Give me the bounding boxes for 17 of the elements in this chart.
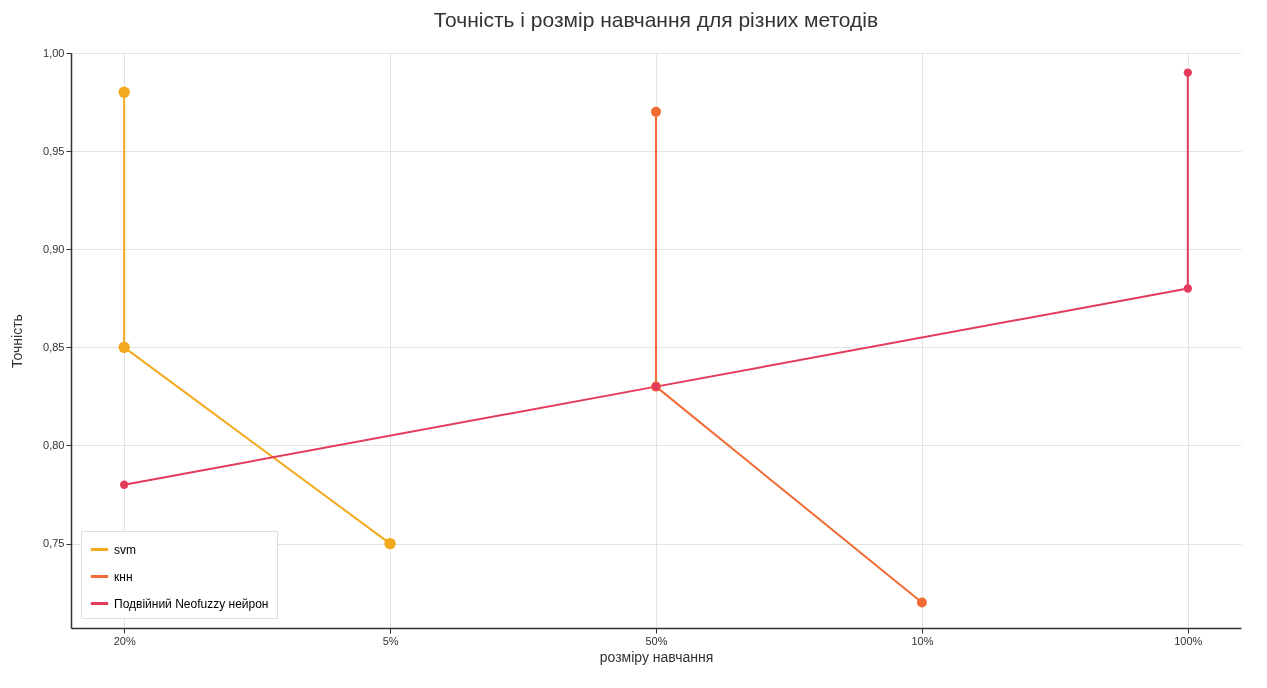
- legend-label: svm: [114, 542, 136, 557]
- x-tick-label: 10%: [911, 634, 934, 647]
- x-tick-label: 50%: [645, 634, 668, 647]
- x-axis-title: розміру навчання: [599, 648, 714, 665]
- y-tick-label: 0,80: [43, 438, 65, 451]
- y-tick-label: 0,90: [43, 242, 65, 255]
- y-axis-title: Точність: [9, 314, 26, 368]
- chart-title: Точність і розмір навчання для різних методів: [433, 8, 879, 31]
- y-tick-label: 0,75: [43, 537, 65, 550]
- y-tick-label: 1,00: [43, 46, 65, 59]
- legend-label: кнн: [114, 569, 133, 584]
- y-tick-label: 0,85: [43, 340, 65, 353]
- y-tick-label: 0,95: [43, 144, 65, 157]
- x-tick-label: 20%: [113, 634, 136, 647]
- x-tick-label: 100%: [1174, 634, 1203, 647]
- legend-label: Подвійний Neofuzzy нейрон: [114, 596, 269, 611]
- x-tick-label: 5%: [382, 634, 399, 647]
